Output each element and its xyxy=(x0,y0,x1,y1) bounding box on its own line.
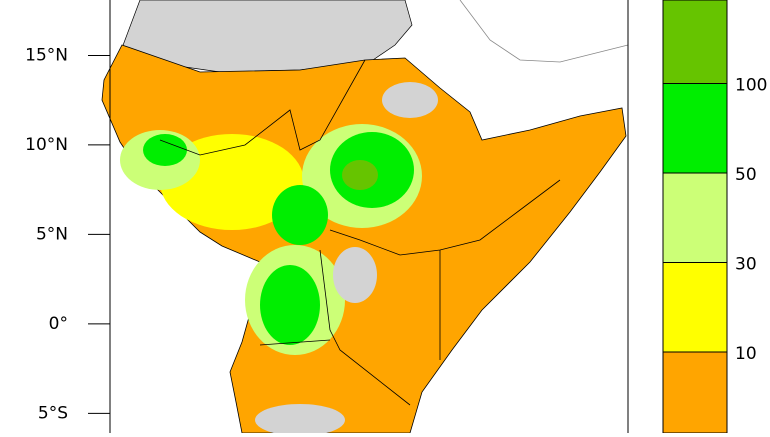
lake-region xyxy=(333,247,377,303)
colorbar-segment xyxy=(663,352,727,433)
y-tick-label: 15°N xyxy=(25,45,68,65)
y-tick-label: 10°N xyxy=(25,135,68,155)
y-tick-label: 0° xyxy=(49,314,68,334)
rain-zone xyxy=(260,265,320,345)
y-tick-label: 5°N xyxy=(36,224,68,244)
rain-zone xyxy=(143,134,187,166)
rain-zone xyxy=(272,185,328,245)
rain-zone xyxy=(342,160,378,190)
colorbar-segment xyxy=(663,0,727,84)
map-panel xyxy=(101,0,629,436)
colorbar-label: 30 xyxy=(735,255,757,275)
colorbar-label: 50 xyxy=(735,165,757,185)
colorbar-segment xyxy=(663,262,727,352)
colorbar-segment xyxy=(663,83,727,173)
y-tick-label: 5°S xyxy=(38,403,68,423)
colorbar-label: 10 xyxy=(735,344,757,364)
country-border xyxy=(159,59,561,406)
dry-region xyxy=(382,82,438,118)
colorbar: 10 30 50 100 xyxy=(662,0,767,434)
latitude-axis: 15°N 10°N 5°N 0° 5°S xyxy=(25,45,110,423)
colorbar-segment xyxy=(663,173,727,263)
dry-region xyxy=(255,404,345,436)
coastline xyxy=(459,0,629,63)
colorbar-label: 100 xyxy=(735,76,767,96)
